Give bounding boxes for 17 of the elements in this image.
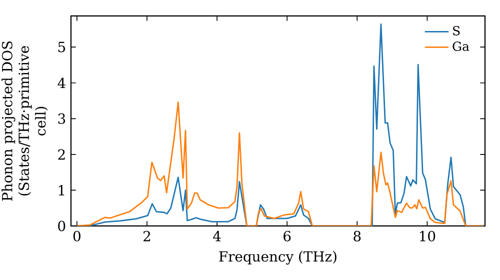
legend-label: Ga (452, 42, 470, 51)
x-tick-label: 4 (213, 230, 221, 242)
y-tick-label: 3 (58, 113, 66, 124)
y-tick-label: 4 (58, 78, 66, 88)
x-tick-label: 2 (144, 230, 150, 242)
y-tick-label: 0 (58, 220, 66, 232)
x-axis-title: Frequency (THz) (219, 250, 336, 265)
x-tick-label: 6 (284, 230, 291, 242)
y-axis-title: Phonon projected DOS (States/THz·primitive cell) (2, 41, 48, 201)
line-series (76, 101, 484, 226)
x-tick-label: 10 (420, 230, 436, 242)
x-tick-label: 0 (73, 230, 80, 242)
x-tick-label: 8 (354, 230, 361, 242)
y-tick-label: 5 (58, 42, 66, 52)
y-tick-label: 1 (58, 185, 64, 196)
legend-label: S (453, 26, 460, 36)
y-tick-label: 2 (58, 149, 65, 160)
